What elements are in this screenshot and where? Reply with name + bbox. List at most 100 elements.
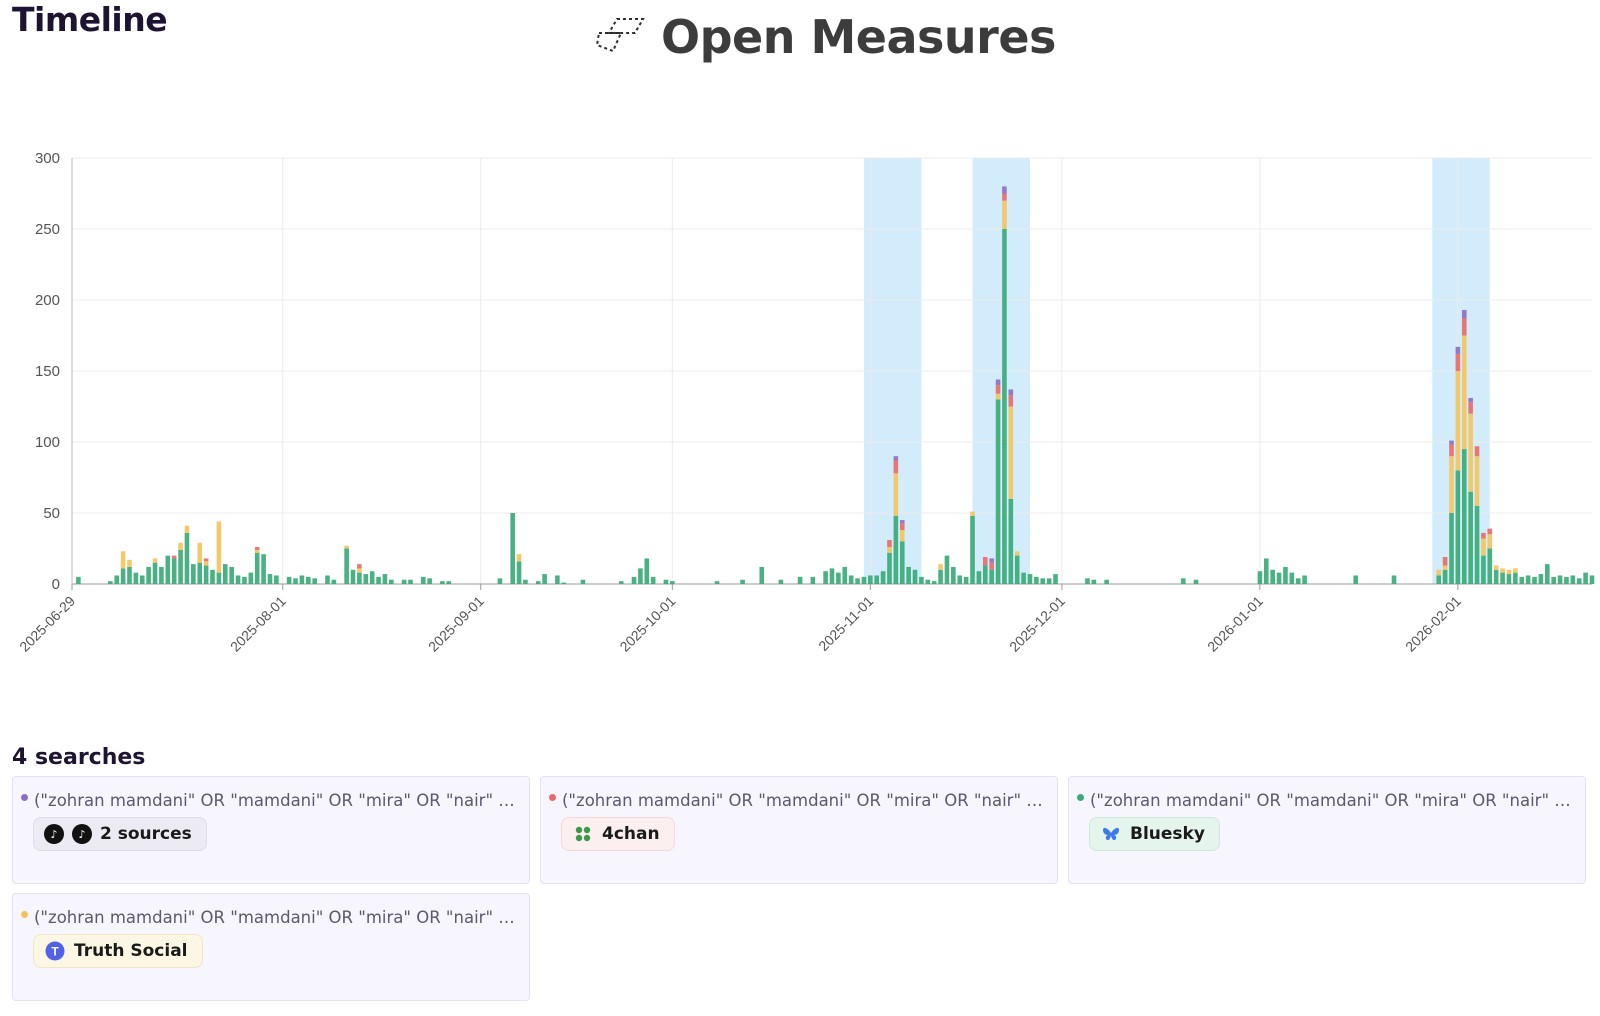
bar-segment [1002, 229, 1007, 584]
bar-segment [670, 581, 675, 584]
bar-segment [1263, 558, 1269, 584]
bar-segment [1538, 574, 1544, 584]
bar-segment [1551, 576, 1556, 584]
bar-segment [184, 525, 190, 533]
bar-segment [740, 579, 745, 584]
source-chip-label: 2 sources [100, 824, 192, 844]
tiktok-icon: ♪ [72, 824, 92, 844]
bar-segment [203, 561, 209, 566]
bar-segment [210, 569, 215, 584]
bar-segment [1283, 566, 1288, 584]
bar-segment [1014, 555, 1020, 584]
x-tick-label: 2026-01-01 [1204, 593, 1266, 655]
bar-segment [1461, 449, 1467, 584]
bar-segment [1589, 575, 1595, 584]
clover-icon [572, 823, 594, 845]
bar-segment [344, 548, 349, 584]
bar-segment [120, 568, 126, 584]
brand[interactable]: Open Measures [595, 10, 1056, 64]
bar-segment [899, 541, 905, 584]
x-tick-label: 2025-06-29 [16, 593, 78, 655]
bar-segment [1532, 576, 1537, 584]
bar-segment [1493, 569, 1499, 584]
bar-segment [401, 579, 407, 584]
bar-segment [1353, 575, 1358, 584]
bar-segment [1487, 534, 1493, 549]
bar-segment [357, 568, 362, 573]
bar-segment [555, 575, 560, 584]
bar-segment [216, 521, 222, 573]
source-chip[interactable]: Bluesky [1089, 817, 1220, 851]
bar-segment [995, 379, 1001, 386]
bar-segment [440, 581, 445, 584]
bar-segment [989, 562, 994, 570]
bar-segment [893, 456, 899, 461]
bar-segment [274, 575, 279, 584]
bar-segment [165, 555, 171, 584]
source-chip-label: Bluesky [1130, 824, 1205, 844]
bar-segment [306, 576, 311, 584]
search-card[interactable]: ("zohran mamdani" OR "mamdani" OR "mira"… [1068, 776, 1586, 884]
bar-segment [1008, 395, 1014, 407]
bar-segment [1576, 578, 1582, 584]
bar-segment [1525, 575, 1531, 584]
bar-segment [1474, 505, 1480, 584]
bar-segment [989, 569, 994, 584]
bar-segment [1449, 444, 1454, 457]
bar-segment [893, 460, 899, 474]
bar-segment [197, 562, 203, 584]
bar-segment [848, 575, 854, 584]
search-card[interactable]: ("zohran mamdani" OR "mamdani" OR "mira"… [12, 893, 530, 1001]
bar-segment [127, 559, 132, 567]
bar-segment [644, 558, 650, 584]
source-chip[interactable]: T Truth Social [33, 934, 203, 968]
bar-segment [420, 576, 426, 584]
bar-segment [1270, 569, 1275, 584]
bar-segment [938, 569, 943, 584]
search-card[interactable]: ("zohran mamdani" OR "mamdani" OR "mira"… [540, 776, 1058, 884]
bar-segment [1449, 456, 1454, 513]
bar-segment [146, 566, 151, 584]
x-tick-label: 2025-10-01 [616, 593, 678, 655]
bar-segment [446, 581, 452, 584]
bar-segment [906, 566, 911, 584]
x-tick-label: 2026-02-01 [1402, 593, 1464, 655]
bar-segment [1468, 413, 1473, 492]
bar-segment [1295, 578, 1301, 584]
bar-segment [114, 575, 120, 584]
search-query: ("zohran mamdani" OR "mamdani" OR "mira"… [1090, 791, 1577, 810]
bar-segment [887, 552, 892, 584]
bar-segment [363, 574, 369, 584]
bar-segment [344, 545, 349, 549]
bar-segment [899, 522, 905, 531]
bar-segment [995, 393, 1001, 400]
source-chip[interactable]: ♪ ♪ 2 sources [33, 817, 207, 851]
bar-segment [1461, 318, 1467, 336]
bar-segment [663, 579, 669, 584]
timeline-chart[interactable]: 0 50 100 150 200 250 300 2025-06-29 2025-08-01 20… [0, 140, 1600, 700]
search-card[interactable]: ("zohran mamdani" OR "mamdani" OR "mira"… [12, 776, 530, 884]
bar-segment [1481, 555, 1486, 584]
bar-segment [580, 579, 586, 584]
bar-segment [152, 558, 158, 563]
bar-segment [778, 579, 784, 584]
bar-segment [542, 574, 547, 584]
bar-segment [1481, 538, 1486, 556]
bar-segment [108, 581, 113, 584]
bar-segment [331, 579, 337, 584]
bar-segment [829, 568, 835, 584]
search-query: ("zohran mamdani" OR "mamdani" OR "mira"… [562, 791, 1049, 810]
source-chip[interactable]: 4chan [561, 817, 675, 851]
bar-segment [133, 572, 139, 584]
bar-segment [152, 562, 158, 584]
bar-segment [1180, 578, 1186, 584]
y-tick-label: 0 [52, 576, 60, 593]
bar-segment [995, 399, 1001, 584]
bar-segment [951, 566, 956, 584]
bar-segment [1487, 548, 1493, 584]
bar-segment [995, 385, 1001, 394]
bar-segment [1008, 389, 1014, 396]
bar-segment [1455, 470, 1461, 584]
bar-segment [1008, 406, 1014, 499]
search-query: ("zohran mamdani" OR "mamdani" OR "mira"… [34, 908, 521, 927]
